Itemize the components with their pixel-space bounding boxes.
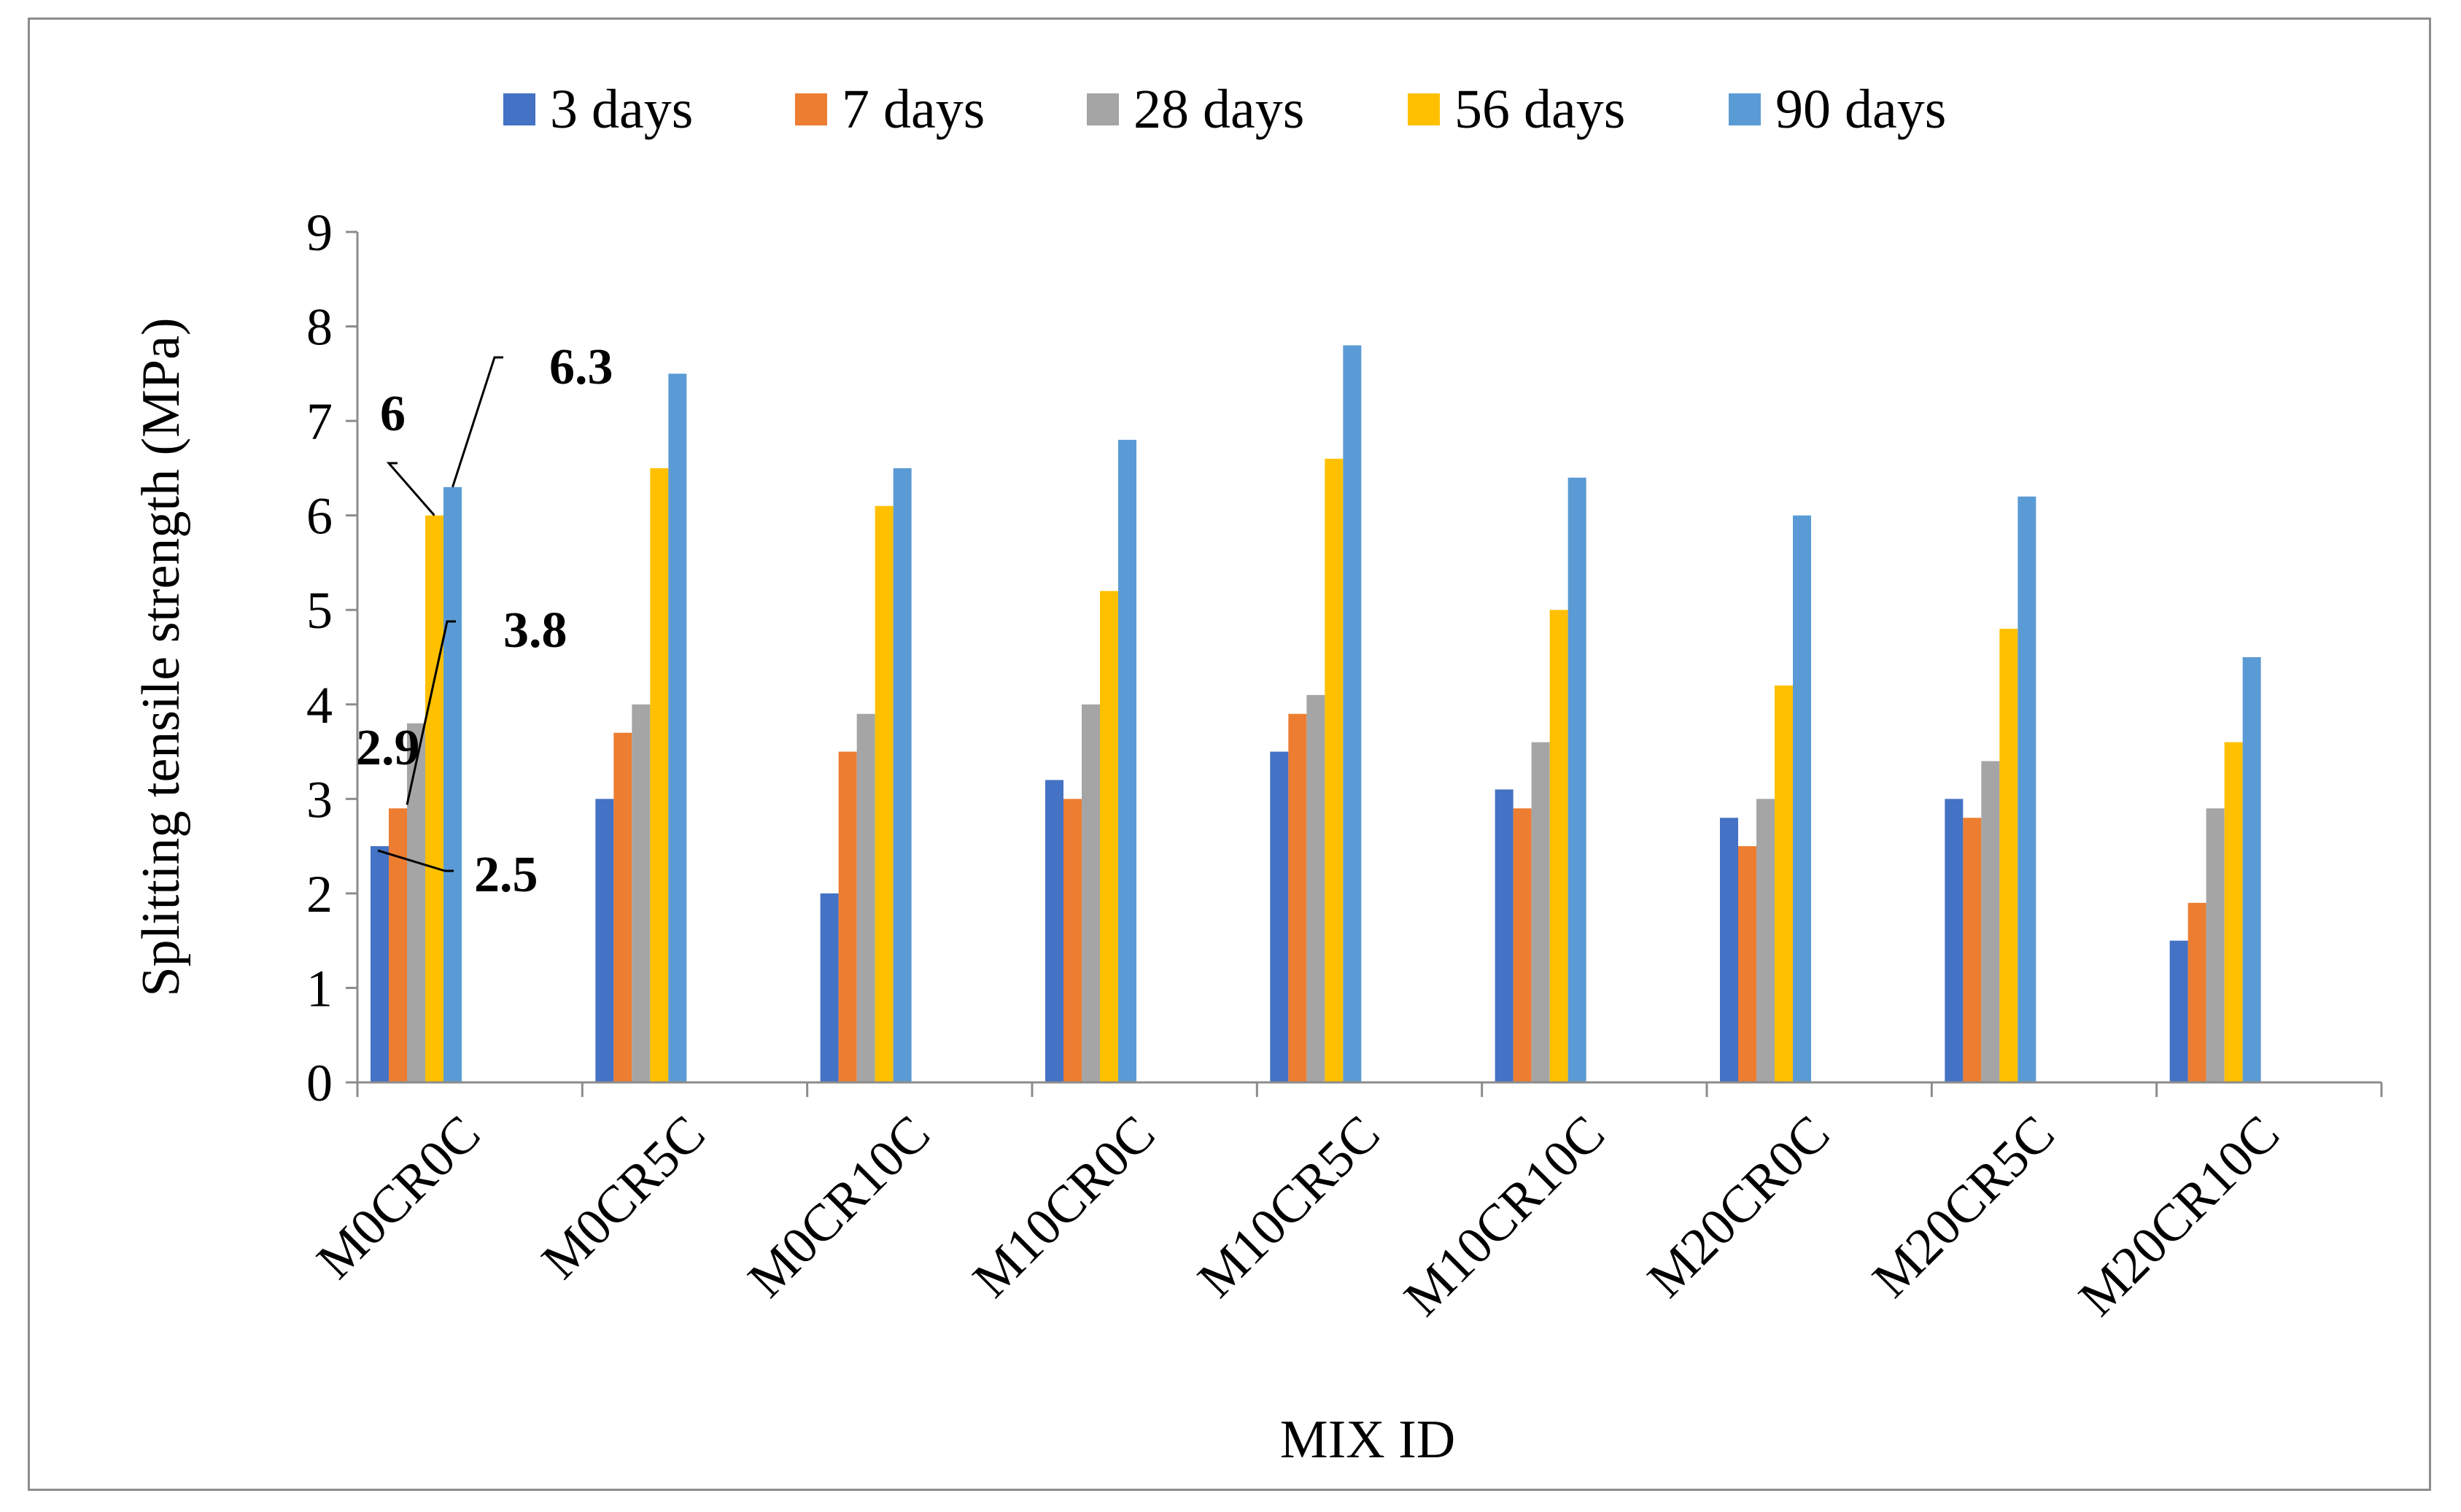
bar-M0CR0C-28-days	[407, 723, 425, 1082]
x-tick-label-M20CR5C: M20CR5C	[1861, 1104, 2066, 1309]
bar-M20CR10C-28-days	[2206, 808, 2225, 1082]
bar-M20CR10C-56-days	[2224, 742, 2243, 1082]
y-axis-ticks: 0 1 2 3 4 5 6 7 8 9	[306, 203, 357, 1112]
bar-M10CR10C-90-days	[1567, 477, 1586, 1082]
y-tick-label-8: 8	[306, 298, 333, 357]
x-tick-label-M20CR0C: M20CR0C	[1636, 1104, 1840, 1309]
bar-M10CR0C-56-days	[1100, 591, 1118, 1082]
data-label-1: 2.9	[356, 720, 420, 776]
legend-swatch-3	[1408, 93, 1440, 125]
bar-M10CR10C-7-days	[1513, 808, 1532, 1082]
bar-M10CR5C-3-days	[1270, 751, 1289, 1082]
bars	[371, 345, 2261, 1082]
y-tick-label-6: 6	[306, 487, 333, 546]
y-tick-label-2: 2	[306, 865, 333, 923]
bar-M0CR10C-3-days	[820, 893, 839, 1082]
bar-M10CR5C-56-days	[1325, 458, 1344, 1082]
bar-M20CR5C-7-days	[1963, 818, 1982, 1082]
bar-M0CR5C-7-days	[613, 732, 632, 1082]
annotations: 2.5 2.9 3.8 6 6.3	[356, 339, 613, 903]
data-label-0: 2.5	[474, 847, 538, 903]
bar-M10CR0C-7-days	[1063, 799, 1082, 1082]
x-axis-title-group: MIX ID	[1280, 1410, 1455, 1470]
y-tick-label-4: 4	[306, 676, 333, 734]
bar-M0CR5C-28-days	[632, 704, 651, 1082]
y-tick-label-1: 1	[306, 959, 333, 1017]
x-tick-label-M10CR5C: M10CR5C	[1187, 1104, 1391, 1309]
bar-M20CR10C-7-days	[2187, 902, 2206, 1082]
bar-M0CR10C-56-days	[875, 505, 894, 1082]
bar-M0CR0C-3-days	[371, 846, 389, 1082]
bar-M0CR10C-28-days	[856, 713, 875, 1082]
bar-M20CR10C-90-days	[2242, 657, 2261, 1082]
bar-M0CR10C-90-days	[893, 468, 912, 1082]
x-tick-label-M10CR10C: M10CR10C	[1393, 1104, 1616, 1327]
bar-M0CR5C-56-days	[650, 468, 669, 1082]
bar-M20CR0C-56-days	[1775, 685, 1793, 1082]
bar-M0CR0C-90-days	[443, 486, 462, 1082]
bar-M0CR0C-56-days	[425, 515, 443, 1082]
bar-M20CR0C-90-days	[1793, 515, 1811, 1082]
legend-swatch-0	[503, 93, 535, 125]
bar-M10CR0C-28-days	[1082, 704, 1100, 1082]
bar-M10CR10C-56-days	[1549, 610, 1568, 1082]
x-axis-ticks: M0CR0C M0CR5C M0CR10C M10CR0C M10CR5C M10CR10…	[306, 1082, 2383, 1327]
data-label-2: 3.8	[503, 602, 567, 659]
annotation-leader-4	[451, 356, 503, 488]
bar-M20CR5C-3-days	[1945, 799, 1964, 1082]
legend-label-3: 56 days	[1454, 79, 1625, 140]
bar-M0CR5C-3-days	[595, 799, 614, 1082]
y-tick-label-0: 0	[306, 1054, 333, 1112]
bar-M20CR0C-3-days	[1720, 818, 1738, 1082]
bar-M0CR5C-90-days	[668, 373, 687, 1082]
bar-M10CR10C-3-days	[1495, 789, 1514, 1082]
bar-M10CR10C-28-days	[1531, 742, 1550, 1082]
bar-M10CR5C-28-days	[1306, 694, 1325, 1082]
annotation-leader-2	[406, 620, 456, 805]
bar-M20CR5C-56-days	[1999, 629, 2018, 1082]
legend-label-4: 90 days	[1775, 79, 1946, 140]
y-tick-label-7: 7	[306, 392, 333, 451]
y-tick-label-5: 5	[306, 581, 333, 640]
y-axis-title-group: Splitting tensile strength (MPa)	[131, 317, 191, 996]
x-tick-label-M0CR10C: M0CR10C	[737, 1104, 941, 1309]
legend-label-2: 28 days	[1133, 79, 1304, 140]
bar-M20CR0C-28-days	[1756, 799, 1775, 1082]
legend-swatch-1	[795, 93, 827, 125]
bar-M0CR10C-7-days	[838, 751, 857, 1082]
x-tick-label-M20CR10C: M20CR10C	[2068, 1104, 2291, 1327]
legend-label-1: 7 days	[842, 79, 985, 140]
x-tick-label-M0CR0C: M0CR0C	[306, 1104, 492, 1290]
bar-M20CR0C-7-days	[1738, 846, 1756, 1082]
y-tick-label-9: 9	[306, 203, 333, 262]
legend-swatch-2	[1087, 93, 1119, 125]
bar-M10CR5C-7-days	[1288, 713, 1307, 1082]
axes	[356, 232, 2381, 1084]
data-label-3: 6	[380, 386, 406, 442]
legend-label-0: 3 days	[550, 79, 693, 140]
bar-M10CR0C-90-days	[1118, 440, 1136, 1082]
bar-M0CR0C-7-days	[389, 808, 407, 1082]
bar-M20CR5C-90-days	[2018, 496, 2036, 1082]
bar-M10CR5C-90-days	[1343, 345, 1362, 1082]
x-tick-label-M10CR0C: M10CR0C	[961, 1104, 1166, 1309]
annotation-leader-0	[377, 849, 454, 872]
bar-M20CR5C-28-days	[1981, 761, 2000, 1082]
annotation-leader-3	[386, 462, 435, 516]
y-tick-label-3: 3	[306, 770, 333, 829]
y-axis-title: Splitting tensile strength (MPa)	[131, 317, 191, 996]
bar-M20CR10C-3-days	[2169, 940, 2188, 1082]
bar-M10CR0C-3-days	[1045, 780, 1063, 1082]
legend-swatch-4	[1729, 93, 1761, 125]
x-axis-title: MIX ID	[1280, 1410, 1455, 1470]
data-label-4: 6.3	[549, 339, 613, 395]
legend: 3 days 7 days 28 days 56 days 90 days	[503, 79, 1946, 140]
x-tick-label-M0CR5C: M0CR5C	[530, 1104, 716, 1290]
